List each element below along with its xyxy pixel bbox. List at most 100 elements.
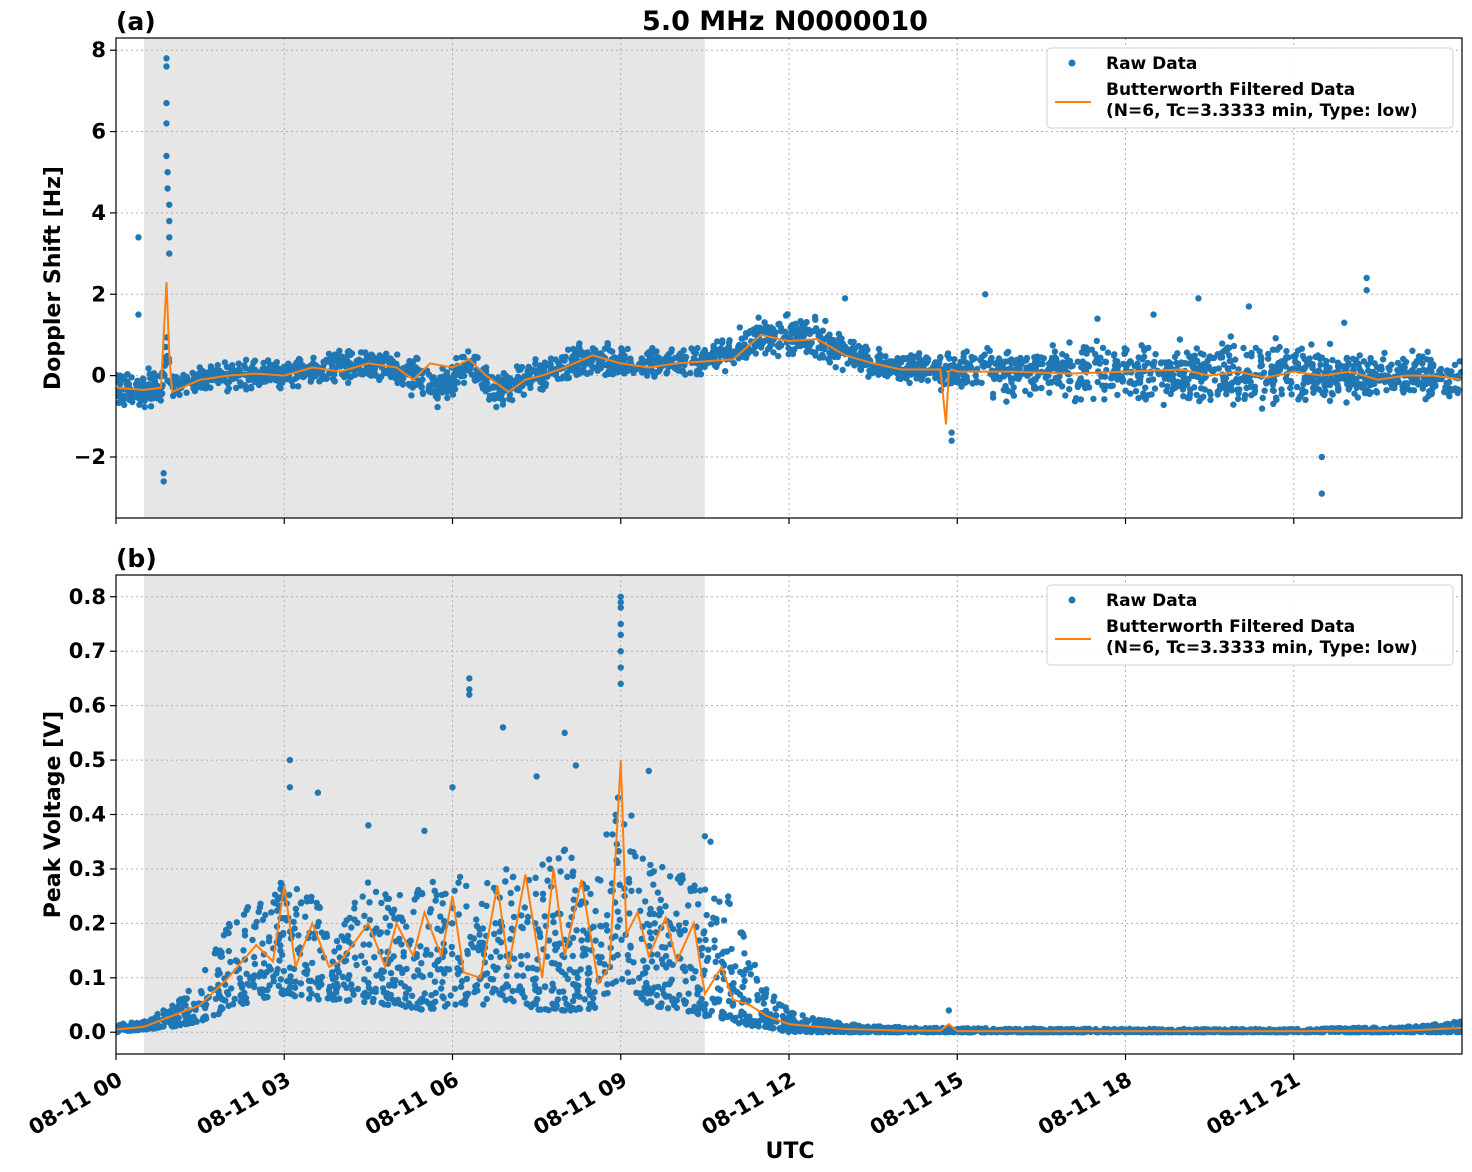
- raw-data-point: [531, 982, 539, 989]
- raw-data-point: [319, 375, 326, 383]
- raw-data-point: [619, 976, 626, 983]
- raw-data-point: [305, 977, 313, 984]
- raw-data-point: [680, 997, 688, 1004]
- raw-data-point: [790, 1010, 797, 1017]
- raw-data-point: [549, 980, 556, 987]
- raw-data-point: [1356, 365, 1363, 372]
- raw-data-point: [583, 930, 591, 938]
- raw-data-point: [499, 397, 507, 404]
- raw-data-point: [992, 360, 999, 367]
- raw-data-point: [489, 989, 496, 996]
- raw-data-point: [803, 348, 810, 356]
- raw-data-point: [836, 343, 844, 350]
- raw-data-point: [984, 344, 991, 352]
- raw-data-point: [1185, 376, 1192, 383]
- y-tick-label: 0: [91, 364, 106, 388]
- raw-data-point: [585, 1005, 592, 1012]
- raw-data-point: [719, 339, 726, 346]
- raw-data-point: [493, 403, 500, 411]
- raw-data-point: [268, 909, 275, 916]
- raw-data-point: [1201, 360, 1208, 367]
- raw-data-point: [637, 907, 644, 914]
- raw-data-point: [758, 344, 765, 351]
- raw-data-point: [787, 325, 795, 332]
- raw-data-point: [716, 898, 723, 905]
- raw-data-point: [293, 365, 300, 372]
- raw-data-point: [1174, 350, 1181, 357]
- raw-data-point: [353, 961, 360, 969]
- raw-data-point: [884, 373, 891, 380]
- raw-data-point: [305, 369, 312, 377]
- raw-data-point: [874, 353, 881, 361]
- raw-data-point: [642, 898, 649, 905]
- raw-data-point: [511, 955, 518, 962]
- raw-data-point: [542, 983, 549, 991]
- raw-data-point: [1242, 378, 1249, 385]
- raw-data-point: [400, 949, 407, 956]
- raw-data-point: [753, 324, 760, 331]
- raw-data-point: [784, 311, 791, 318]
- raw-data-point: [1211, 377, 1219, 384]
- legend-label-filtered: Butterworth Filtered Data: [1106, 80, 1355, 100]
- raw-data-point: [518, 912, 525, 919]
- raw-data-point: [121, 401, 128, 408]
- raw-data-point: [297, 356, 304, 364]
- raw-data-point: [443, 379, 450, 387]
- raw-data-point: [1108, 375, 1115, 382]
- raw-data-point: [463, 975, 471, 982]
- raw-data-point: [1206, 388, 1213, 396]
- raw-data-point: [621, 352, 628, 359]
- raw-data-outlier: [1245, 303, 1253, 310]
- raw-data-point: [921, 370, 928, 378]
- raw-data-point: [1422, 380, 1430, 388]
- raw-data-point: [585, 965, 592, 972]
- raw-data-point: [931, 359, 939, 366]
- raw-data-point: [419, 973, 427, 980]
- raw-data-point: [673, 910, 680, 917]
- raw-data-point: [259, 916, 267, 923]
- raw-data-point: [224, 379, 231, 387]
- raw-data-point: [483, 995, 490, 1003]
- raw-data-outlier: [948, 429, 955, 436]
- raw-data-point: [524, 1001, 532, 1008]
- raw-data-point: [493, 948, 500, 955]
- raw-data-point: [1417, 380, 1425, 387]
- raw-data-point: [514, 972, 521, 979]
- raw-data-point: [1219, 340, 1226, 347]
- raw-data-point: [1187, 386, 1194, 393]
- raw-data-point: [398, 966, 406, 974]
- raw-data-point: [1141, 362, 1148, 369]
- raw-data-point: [476, 939, 483, 946]
- raw-data-point: [454, 379, 461, 386]
- raw-data-point: [524, 913, 532, 921]
- raw-data-point: [1092, 350, 1099, 358]
- raw-data-point: [596, 959, 603, 966]
- raw-data-point: [449, 950, 456, 958]
- raw-data-point: [385, 895, 392, 902]
- raw-data-outlier: [166, 201, 173, 208]
- raw-data-point: [1233, 375, 1240, 383]
- raw-data-point: [558, 1006, 566, 1014]
- raw-data-point: [1302, 396, 1309, 403]
- raw-data-point: [1023, 364, 1030, 371]
- raw-data-point: [542, 1006, 549, 1013]
- raw-data-point: [1343, 399, 1350, 406]
- raw-data-point: [1442, 1022, 1449, 1029]
- raw-data-point: [207, 384, 214, 391]
- raw-data-point: [653, 964, 660, 971]
- raw-data-point: [389, 369, 397, 376]
- raw-data-point: [759, 994, 767, 1002]
- raw-data-point: [1400, 389, 1407, 396]
- raw-data-point: [614, 923, 621, 930]
- raw-data-point: [1023, 372, 1031, 379]
- raw-data-point: [609, 371, 617, 378]
- raw-data-point: [284, 375, 291, 383]
- raw-data-point: [1329, 356, 1336, 364]
- raw-data-outlier: [1318, 490, 1325, 497]
- raw-data-point: [308, 893, 315, 901]
- raw-data-point: [1037, 360, 1044, 368]
- raw-data-point: [582, 946, 590, 953]
- raw-data-point: [761, 337, 768, 344]
- raw-data-point: [770, 349, 777, 356]
